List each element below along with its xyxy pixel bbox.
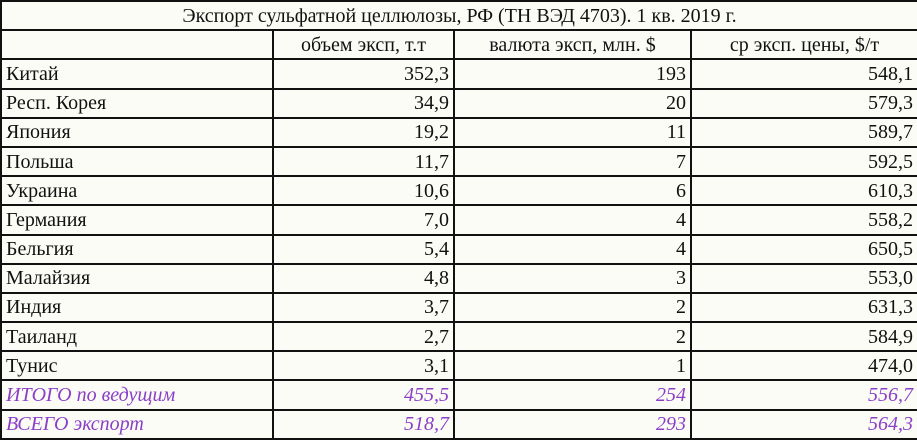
total-row: ИТОГО по ведущим 455,5 254 556,7 (0, 379, 917, 411)
table-row: Китай 352,3 193 548,1 (0, 58, 917, 90)
header-row: объем эксп, т.т валюта эксп, млн. $ ср э… (0, 29, 917, 61)
row-label: Таиланд (0, 321, 274, 353)
value-cell: 3 (453, 262, 692, 294)
value-cell: 11 (453, 116, 692, 148)
value-cell: 11,7 (272, 145, 455, 178)
value-cell: 564,3 (689, 408, 917, 440)
value-cell: 584,9 (689, 321, 917, 353)
value-cell: 4 (453, 204, 692, 236)
value-cell: 4 (453, 233, 692, 265)
table-row: Япония 19,2 11 589,7 (0, 116, 917, 148)
value-cell: 6 (453, 175, 692, 207)
title-row: Экспорт сульфатной целлюлозы, РФ (ТН ВЭД… (0, 0, 917, 32)
row-label: Украина (0, 175, 274, 207)
value-cell: 2,7 (272, 321, 455, 353)
value-cell: 293 (453, 408, 692, 440)
value-cell: 3,7 (272, 291, 455, 324)
value-cell: 548,1 (689, 58, 917, 90)
value-cell: 2 (453, 321, 692, 353)
row-label: Польша (0, 145, 274, 178)
value-cell: 193 (453, 58, 692, 90)
total-row: ВСЕГО экспорт 518,7 293 564,3 (0, 408, 917, 440)
header-cell: ср эксп. цены, $/т (689, 29, 917, 61)
value-cell: 631,3 (689, 291, 917, 324)
table-row: Малайзия 4,8 3 553,0 (0, 262, 917, 294)
value-cell: 10,6 (272, 175, 455, 207)
header-cell: объем эксп, т.т (272, 29, 455, 61)
value-cell: 2 (453, 291, 692, 324)
value-cell: 589,7 (689, 116, 917, 148)
header-cell (0, 29, 274, 61)
value-cell: 455,5 (272, 379, 455, 411)
row-label: Бельгия (0, 233, 274, 265)
value-cell: 4,8 (272, 262, 455, 294)
value-cell: 352,3 (272, 58, 455, 90)
row-label: Китай (0, 58, 274, 90)
table-row: Бельгия 5,4 4 650,5 (0, 233, 917, 265)
value-cell: 3,1 (272, 350, 455, 382)
value-cell: 474,0 (689, 350, 917, 382)
value-cell: 20 (453, 87, 692, 119)
table-row: Тунис 3,1 1 474,0 (0, 350, 917, 382)
value-cell: 518,7 (272, 408, 455, 440)
table-row: Германия 7,0 4 558,2 (0, 204, 917, 236)
value-cell: 7,0 (272, 204, 455, 236)
value-cell: 5,4 (272, 233, 455, 265)
value-cell: 553,0 (689, 262, 917, 294)
header-cell: валюта эксп, млн. $ (453, 29, 692, 61)
value-cell: 7 (453, 145, 692, 178)
row-label: Германия (0, 204, 274, 236)
value-cell: 610,3 (689, 175, 917, 207)
table-row: Таиланд 2,7 2 584,9 (0, 321, 917, 353)
table-row: Индия 3,7 2 631,3 (0, 291, 917, 324)
table-row: Польша 11,7 7 592,5 (0, 145, 917, 178)
row-label: Малайзия (0, 262, 274, 294)
row-label: Тунис (0, 350, 274, 382)
row-label: Индия (0, 291, 274, 324)
value-cell: 19,2 (272, 116, 455, 148)
table-row: Украина 10,6 6 610,3 (0, 175, 917, 207)
value-cell: 579,3 (689, 87, 917, 119)
row-label: Япония (0, 116, 274, 148)
row-label: Респ. Корея (0, 87, 274, 119)
value-cell: 650,5 (689, 233, 917, 265)
row-label: ИТОГО по ведущим (0, 379, 274, 411)
value-cell: 558,2 (689, 204, 917, 236)
row-label: ВСЕГО экспорт (0, 408, 274, 440)
value-cell: 34,9 (272, 87, 455, 119)
table-title: Экспорт сульфатной целлюлозы, РФ (ТН ВЭД… (0, 0, 917, 32)
value-cell: 254 (453, 379, 692, 411)
value-cell: 592,5 (689, 145, 917, 178)
table-row: Респ. Корея 34,9 20 579,3 (0, 87, 917, 119)
value-cell: 1 (453, 350, 692, 382)
value-cell: 556,7 (689, 379, 917, 411)
